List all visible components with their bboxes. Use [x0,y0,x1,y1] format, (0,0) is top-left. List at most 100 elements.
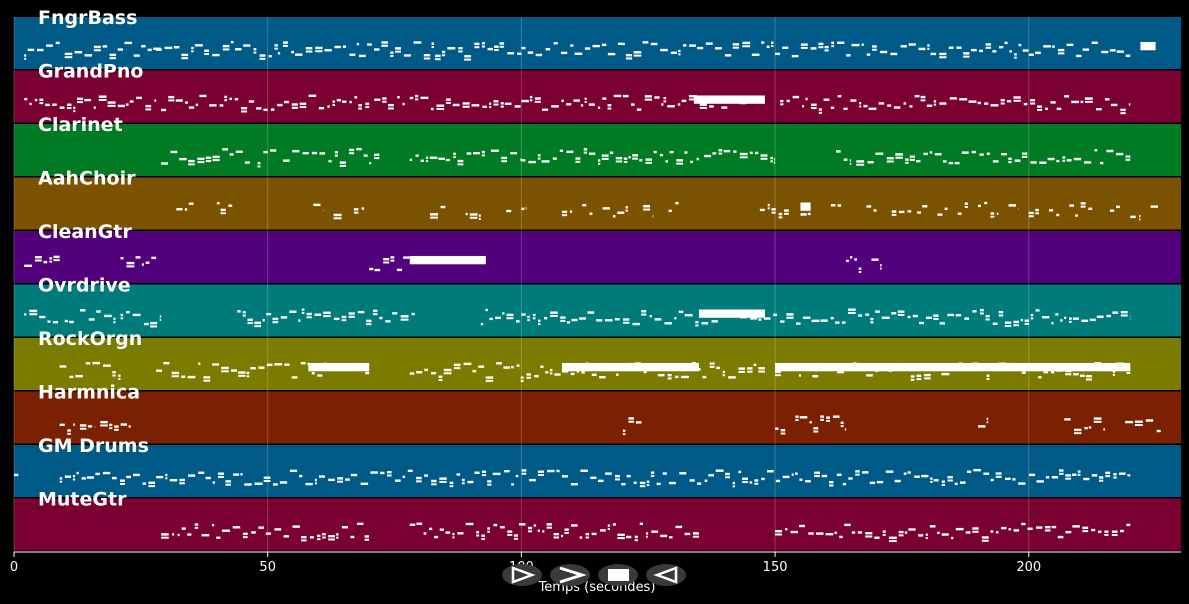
note [1037,105,1043,108]
note [64,52,73,56]
note [1047,157,1055,161]
note [100,420,108,424]
note [754,151,759,155]
note [301,535,307,539]
note [1073,373,1079,376]
note [632,157,638,160]
note [759,208,765,212]
note [579,317,586,320]
note [364,535,370,538]
note [481,45,485,48]
note [1091,41,1098,44]
note [818,108,822,111]
note [161,162,168,165]
note [262,319,265,322]
note [67,429,71,432]
note [1076,54,1082,58]
note [738,367,745,370]
note [79,424,87,427]
note [195,103,199,107]
note [222,44,230,48]
note [979,49,984,53]
note [855,473,860,476]
note [859,105,862,108]
note [848,308,856,311]
note [165,477,168,480]
note [818,46,824,49]
note [639,485,646,488]
note [282,159,290,162]
note [514,105,521,108]
note [1051,525,1057,529]
note [581,371,585,374]
note [439,528,444,531]
note [503,469,510,473]
note [306,316,312,319]
note [814,471,820,474]
note-segment-aahchoir [1109,205,1120,212]
note [46,44,53,47]
note [628,420,634,423]
track-lane-harmnica [14,391,1181,444]
note-segment-grandpno [374,95,405,110]
note [519,523,526,526]
note [381,44,388,47]
note [820,415,824,418]
note [1057,535,1064,539]
note [582,203,587,207]
note [233,473,240,476]
play-button[interactable] [502,564,542,586]
note [951,536,954,540]
note [623,160,628,163]
note [560,51,568,55]
note-segment-harmnica [1064,417,1105,435]
note [786,316,794,319]
note [53,259,60,262]
note [856,160,865,163]
note [751,53,760,56]
note [225,480,231,483]
note [948,161,954,165]
note [815,532,824,535]
note [920,95,926,99]
note-segment-fngrbass [156,40,278,60]
note [954,482,958,486]
note [840,425,844,428]
note [282,44,288,47]
note [826,416,831,419]
note [257,161,261,165]
note [971,150,977,154]
note [59,480,63,483]
note [403,54,411,57]
note [126,265,135,268]
rewind-button[interactable] [646,564,686,586]
note [718,149,723,152]
note [465,522,474,526]
note [251,531,256,534]
note [947,479,953,482]
note [205,156,212,159]
note [985,46,992,49]
note [187,533,192,536]
note [661,103,664,106]
note-segment-fngrbass [927,41,1029,59]
note [241,106,248,110]
note [865,535,873,538]
stop-button[interactable] [598,564,638,586]
note [220,208,226,212]
note [1028,473,1036,477]
note [341,526,349,529]
track-lane-grandpno [14,70,1181,123]
note [830,316,834,320]
note [85,362,91,365]
note [871,48,877,51]
note [489,317,493,321]
note [171,371,179,375]
note [1069,320,1072,323]
note [636,108,642,111]
fast-forward-button[interactable] [550,564,590,586]
note [487,47,493,51]
note [742,477,748,480]
note [972,530,979,533]
note [125,310,130,314]
